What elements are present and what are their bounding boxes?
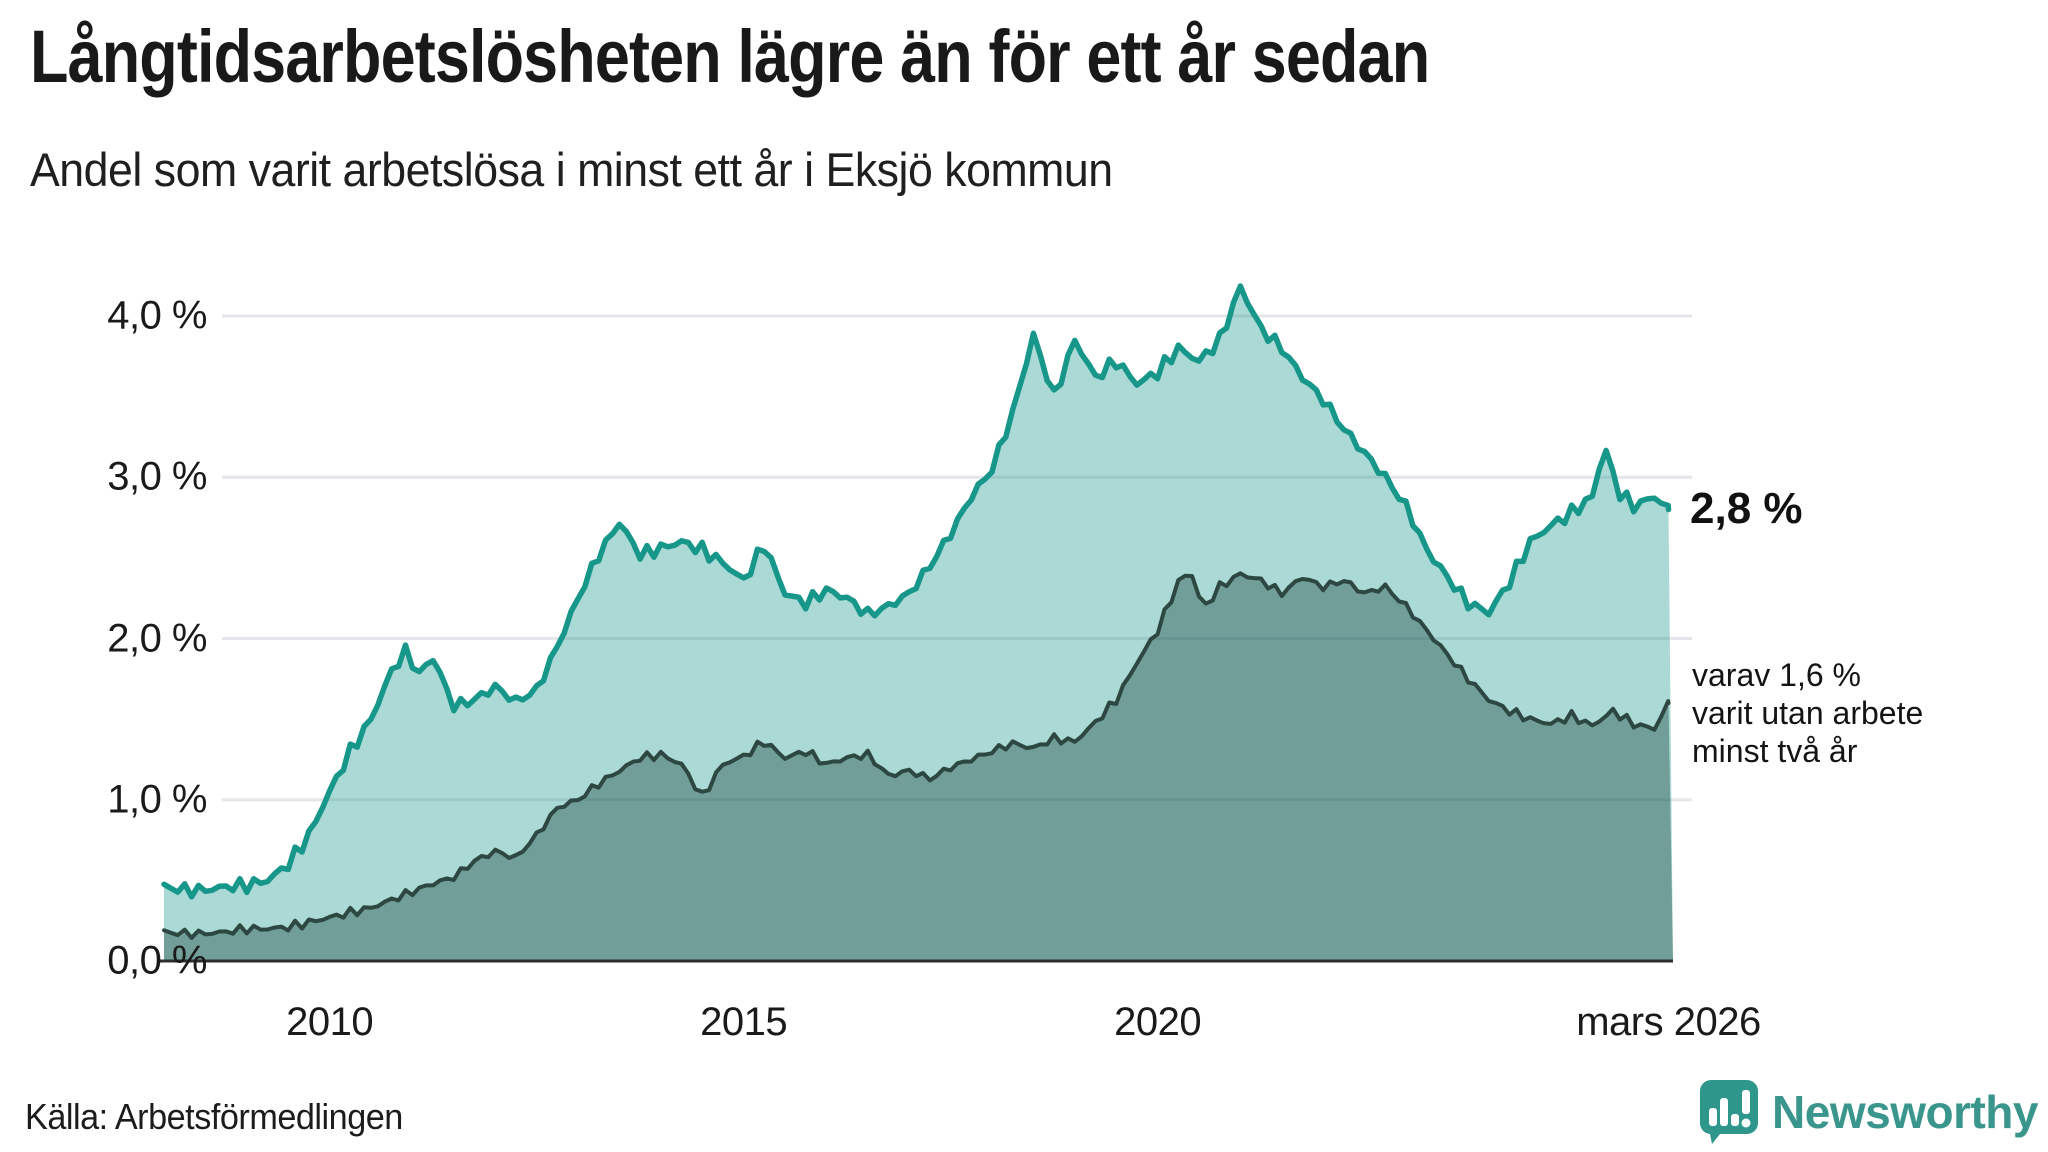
chart-series — [161, 283, 1673, 961]
page-title: Långtidsarbetslösheten lägre än för ett … — [30, 15, 1430, 98]
source-caption: Källa: Arbetsförmedlingen — [25, 1096, 403, 1137]
series-one-year-line — [161, 283, 1672, 900]
secondary-value-annotation: varav 1,6 % varit utan arbete minst två … — [1692, 656, 1923, 770]
series-one-year-area — [164, 286, 1673, 961]
secondary-annotation-line1: varav 1,6 % — [1692, 657, 1861, 693]
y-tick-label: 0,0 % — [107, 938, 207, 983]
newsworthy-logo-text: Newsworthy — [1772, 1086, 2038, 1138]
series-two-years-line — [162, 571, 1671, 940]
newsworthy-bubble-icon — [1700, 1080, 1759, 1144]
x-tick-label: 2010 — [286, 1000, 374, 1044]
gridlines — [222, 314, 1692, 802]
newsworthy-logo: Newsworthy — [1698, 1078, 2038, 1146]
page-subtitle: Andel som varit arbetslösa i minst ett å… — [30, 143, 1113, 196]
x-tick-label: 2015 — [700, 1000, 788, 1044]
x-tick-label: mars 2026 — [1576, 1000, 1761, 1044]
secondary-annotation-line2: varit utan arbete — [1692, 695, 1924, 731]
y-tick-label: 4,0 % — [107, 293, 207, 338]
y-tick-label: 2,0 % — [107, 616, 207, 660]
y-tick-label: 1,0 % — [107, 777, 207, 822]
series-two-years-area — [164, 573, 1673, 961]
secondary-annotation-line3: minst två år — [1692, 733, 1858, 769]
x-tick-label: 2020 — [1114, 1000, 1202, 1044]
latest-value-annotation: 2,8 % — [1690, 484, 1803, 533]
y-tick-label: 3,0 % — [107, 454, 207, 499]
